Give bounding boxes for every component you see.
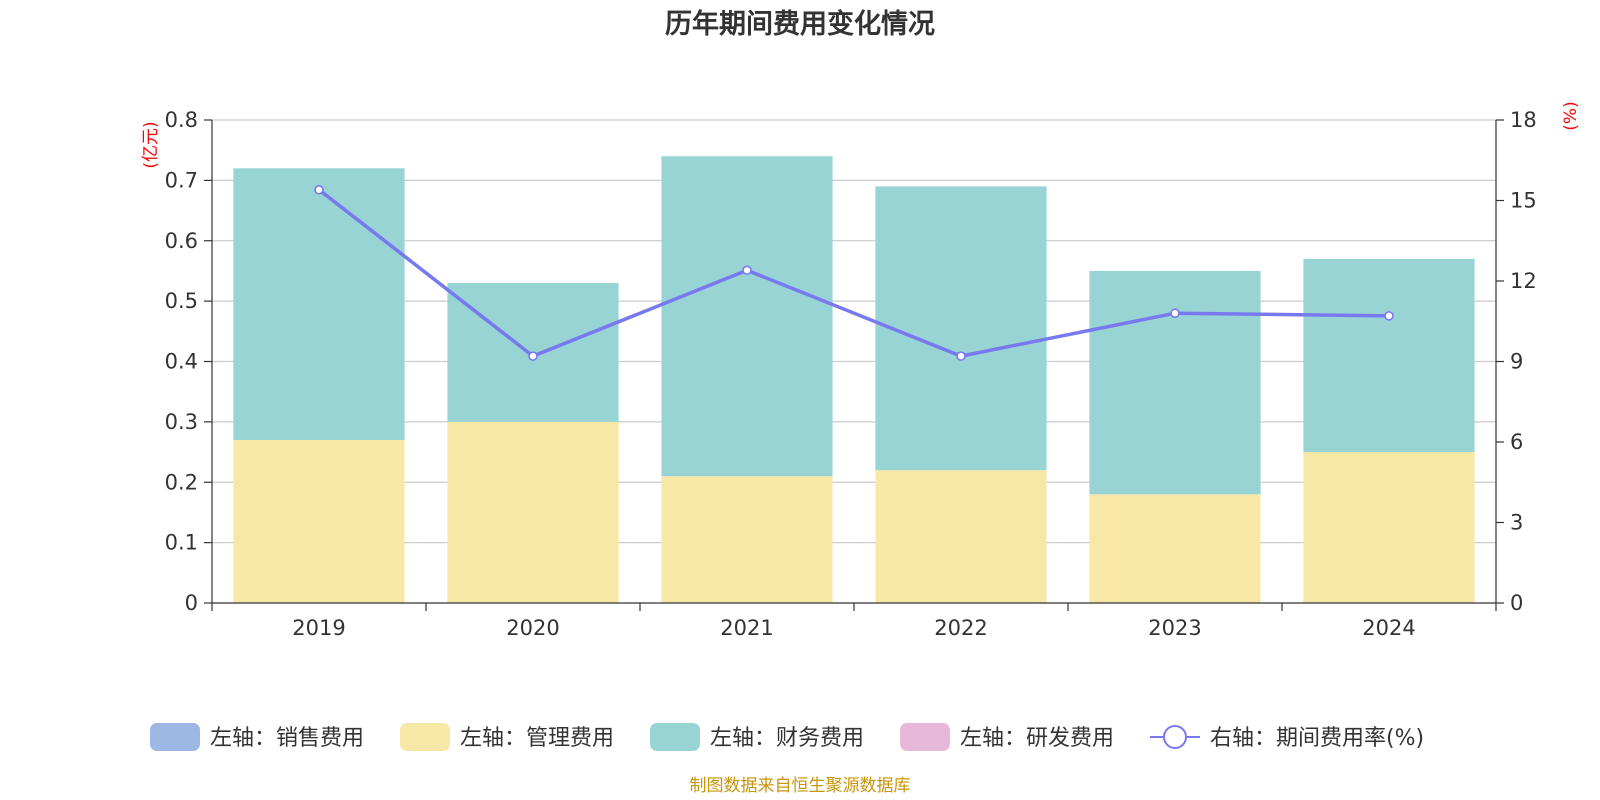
right-tick-label: 9 [1510,350,1523,374]
bars [233,156,1475,603]
line-point [1384,311,1394,321]
bar [1303,452,1475,603]
legend-label: 左轴：研发费用 [960,726,1114,751]
right-tick-label: 18 [1510,108,1537,132]
right-axis-unit: (%) [1561,101,1581,130]
bar [233,168,405,440]
left-tick-label: 0.4 [165,350,198,374]
x-tick-label: 2023 [1148,616,1201,640]
left-tick-label: 0.6 [165,229,198,253]
legend-label: 左轴：管理费用 [460,726,614,751]
line-point [314,184,324,195]
left-tick-label: 0.2 [165,470,198,494]
line-point [1170,308,1180,319]
bar [875,186,1047,471]
legend-label: 右轴：期间费用率(%) [1210,726,1424,751]
legend-swatch [900,723,950,751]
x-tick-label: 2021 [720,616,773,640]
legend-swatch [150,723,200,751]
left-tick-label: 0 [185,591,198,615]
left-tick-label: 0.3 [165,410,198,434]
bar [447,421,619,603]
axes: 0 0.1 0.2 0.3 0.4 0.5 0.6 0.7 0.8 0 3 6 9 12 15 18 2019 2… [165,108,1537,640]
legend-label: 左轴：财务费用 [710,726,864,751]
grid-lines [212,119,1496,544]
right-tick-label: 12 [1510,269,1537,293]
bar [1089,270,1261,495]
line-point [742,265,752,276]
right-tick-label: 6 [1510,430,1523,454]
left-tick-label: 0.1 [165,531,198,555]
x-tick-label: 2022 [934,616,987,640]
left-axis-unit: (亿元) [141,121,161,168]
x-tick-label: 2020 [506,616,559,640]
left-tick-label: 0.7 [165,168,198,192]
line-point [956,351,966,361]
x-tick-label: 2024 [1362,616,1415,640]
legend-swatch [650,723,700,751]
left-tick-label: 0.8 [165,108,198,132]
left-tick-label: 0.5 [165,289,198,313]
data-source: 制图数据来自恒生聚源数据库 [690,776,911,796]
legend-swatch [400,723,450,751]
bar [661,476,833,603]
legend: 左轴：销售费用 左轴：管理费用 左轴：财务费用 左轴：研发费用 右轴：期间费用率(%) [150,723,1424,751]
line-series [317,188,1390,359]
line-point [528,351,538,361]
legend-marker [1163,725,1187,749]
expense-rate-line [314,184,1394,361]
bar [1303,258,1475,453]
bar [661,156,833,477]
bar [233,439,405,603]
x-tick-label: 2019 [292,616,345,640]
right-tick-label: 3 [1510,511,1523,535]
bar [875,470,1047,603]
right-tick-label: 0 [1510,591,1523,615]
right-tick-label: 15 [1510,189,1537,213]
chart-title: 历年期间费用变化情况 [665,8,935,40]
legend-label: 左轴：销售费用 [210,726,364,751]
bar [1089,494,1261,603]
